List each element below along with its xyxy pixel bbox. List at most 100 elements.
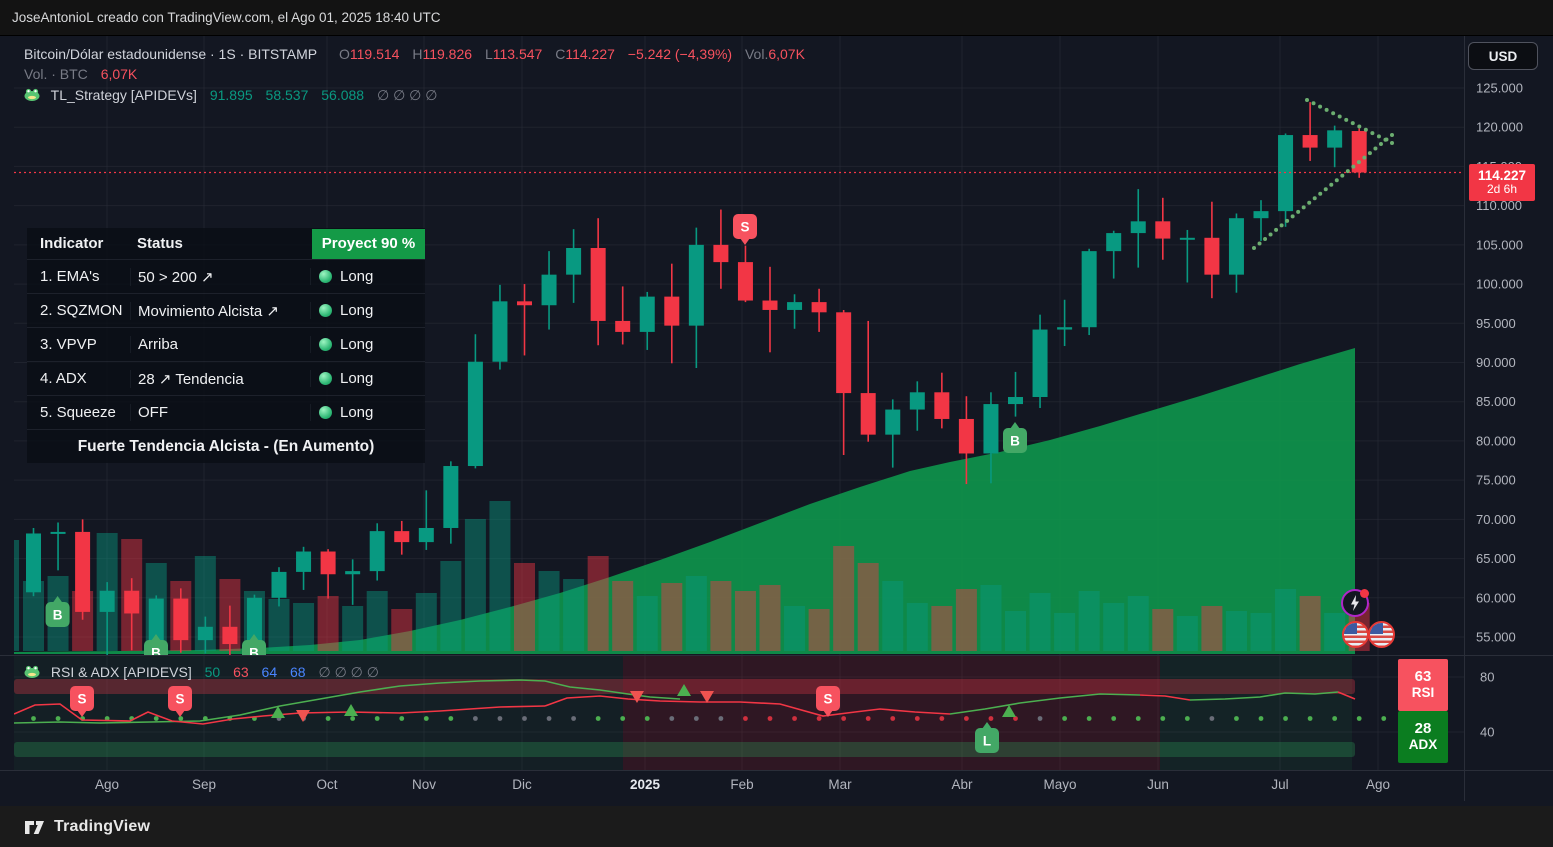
row-indicator: 5. Squeeze bbox=[40, 404, 116, 421]
candle-body bbox=[688, 244, 704, 326]
volume-label: Vol. bbox=[744, 46, 769, 62]
buy-signal-pin[interactable]: B bbox=[45, 596, 70, 627]
sell-signal-pin[interactable]: S bbox=[70, 686, 94, 717]
price-tick-label: 90.000 bbox=[1476, 355, 1516, 370]
trend-dot bbox=[1370, 131, 1375, 136]
long-dot-icon bbox=[319, 304, 332, 317]
lightning-icon[interactable] bbox=[1341, 589, 1369, 617]
row-indicator: 1. EMA's bbox=[40, 268, 100, 285]
volume-bar bbox=[293, 603, 315, 651]
us-flag-icon[interactable] bbox=[1342, 621, 1369, 648]
triangle-up-marker[interactable] bbox=[271, 706, 285, 718]
volume-bar bbox=[636, 596, 658, 651]
trend-dot bbox=[1263, 236, 1268, 241]
bar-countdown: 2d 6h bbox=[1486, 182, 1518, 197]
rsi-tick-label: 80 bbox=[1480, 670, 1494, 685]
volume-bar bbox=[857, 563, 879, 651]
rsi-line-segment bbox=[544, 695, 951, 717]
candle-body bbox=[1302, 135, 1318, 148]
trend-dot bbox=[1350, 121, 1355, 126]
candle-body bbox=[246, 597, 262, 645]
sell-signal-pin[interactable]: S bbox=[733, 214, 757, 245]
trend-dot bbox=[1344, 117, 1349, 122]
candle-body bbox=[762, 300, 778, 310]
volume-bar bbox=[734, 591, 756, 651]
strategy-legend-row[interactable]: TL_Strategy [APIDEVs] 91.895 58.537 56.0… bbox=[24, 87, 437, 104]
price-axis[interactable]: 125.000120.000115.000110.000105.000100.0… bbox=[1476, 80, 1523, 739]
time-tick-label: Jul bbox=[1271, 777, 1288, 792]
candle-body bbox=[320, 551, 336, 575]
candle-body bbox=[1351, 131, 1367, 173]
buy-signal-pin[interactable]: L bbox=[975, 722, 999, 753]
trend-dot bbox=[1367, 151, 1372, 156]
volume-bar bbox=[268, 599, 290, 651]
price-tick-label: 120.000 bbox=[1476, 120, 1523, 135]
long-dot-icon bbox=[319, 338, 332, 351]
buy-signal-pin[interactable]: B bbox=[242, 634, 266, 665]
trend-dot bbox=[1345, 169, 1350, 174]
rsi-threshold-band bbox=[14, 742, 1355, 757]
time-tick-label: Mayo bbox=[1043, 777, 1076, 792]
volume-legend-row[interactable]: Vol. · BTC 6,07K bbox=[24, 66, 137, 82]
trend-dot bbox=[1373, 146, 1378, 151]
volume-bar bbox=[489, 501, 511, 651]
rsi-badge-value: 63 bbox=[1414, 668, 1432, 686]
row-indicator: 2. SQZMON bbox=[40, 302, 123, 319]
adx-line bbox=[14, 679, 681, 724]
strategy-value-1: 91.895 bbox=[209, 87, 253, 103]
rsi-value-badge: 63 RSI bbox=[1398, 659, 1448, 711]
sell-signal-pin[interactable]: S bbox=[816, 686, 840, 717]
trend-dot bbox=[1384, 137, 1389, 142]
table-row: 4. ADX 28 ↗ Tendencia Long bbox=[27, 361, 425, 395]
buy-signal-pin[interactable]: B bbox=[1003, 422, 1027, 453]
time-axis[interactable]: Ago Sep Oct Nov Dic 2025 Feb Mar Abr Mayo Jun Jul Ag… bbox=[95, 777, 1390, 792]
ohlc-low-value: 113.547 bbox=[492, 46, 543, 62]
us-flag-icon[interactable] bbox=[1368, 621, 1395, 648]
candle-body bbox=[443, 466, 459, 528]
sell-signal-pin[interactable]: S bbox=[168, 686, 192, 717]
triangle-up-marker[interactable] bbox=[1002, 705, 1016, 717]
row-signal: Long bbox=[340, 268, 374, 285]
volume-bar bbox=[1152, 609, 1174, 651]
triangle-down-marker[interactable] bbox=[630, 691, 644, 703]
btc-volume-value: 6,07K bbox=[100, 66, 138, 82]
credit-text: JoseAntonioL creado con TradingView.com,… bbox=[12, 10, 441, 25]
candle-body bbox=[1057, 327, 1073, 330]
tradingview-brand-text[interactable]: TradingView bbox=[54, 817, 151, 835]
candle-body bbox=[148, 598, 164, 647]
trend-dot bbox=[1390, 133, 1394, 137]
trend-dot bbox=[1340, 173, 1345, 178]
price-tick-label: 60.000 bbox=[1476, 590, 1516, 605]
currency-toggle-button[interactable]: USD bbox=[1468, 42, 1538, 70]
rsi-legend-row[interactable]: RSI & ADX [APIDEVS] 50 63 64 68 ∅ ∅ ∅ ∅ bbox=[24, 664, 379, 681]
candle-body bbox=[1327, 130, 1343, 148]
frog-icon bbox=[24, 665, 40, 678]
volume-bar bbox=[931, 606, 953, 651]
triangle-down-marker[interactable] bbox=[700, 691, 714, 703]
triangle-up-marker[interactable] bbox=[344, 704, 358, 716]
candle-body bbox=[958, 418, 974, 454]
trend-dot bbox=[1376, 134, 1381, 139]
volume-bar bbox=[685, 576, 707, 651]
ohlc-high-value: 119.826 bbox=[422, 46, 473, 62]
trend-dot bbox=[1329, 182, 1334, 187]
tradingview-logo-icon[interactable] bbox=[24, 817, 46, 837]
volume-bar bbox=[612, 581, 634, 651]
triangle-up-marker[interactable] bbox=[677, 684, 691, 696]
volume-bar bbox=[1225, 611, 1247, 651]
triangle-down-marker[interactable] bbox=[296, 710, 310, 722]
volume-bar bbox=[587, 556, 609, 651]
strategy-signal-table: Indicator Status Proyect 90 % 1. EMA's 5… bbox=[27, 228, 425, 463]
buy-signal-pin[interactable]: B bbox=[144, 634, 168, 665]
candle-body bbox=[99, 590, 115, 612]
trend-dot bbox=[1356, 160, 1361, 165]
table-row: 2. SQZMON Movimiento Alcista ↗ Long bbox=[27, 293, 425, 327]
candle-body bbox=[737, 262, 753, 301]
rsi-line-segment bbox=[14, 703, 546, 725]
symbol-legend-row[interactable]: Bitcoin/Dólar estadounidense · 1S · BITS… bbox=[24, 46, 805, 62]
candle-body bbox=[26, 533, 41, 593]
candle-body bbox=[75, 531, 91, 612]
candle-body bbox=[811, 302, 827, 313]
candle-body bbox=[836, 312, 852, 394]
